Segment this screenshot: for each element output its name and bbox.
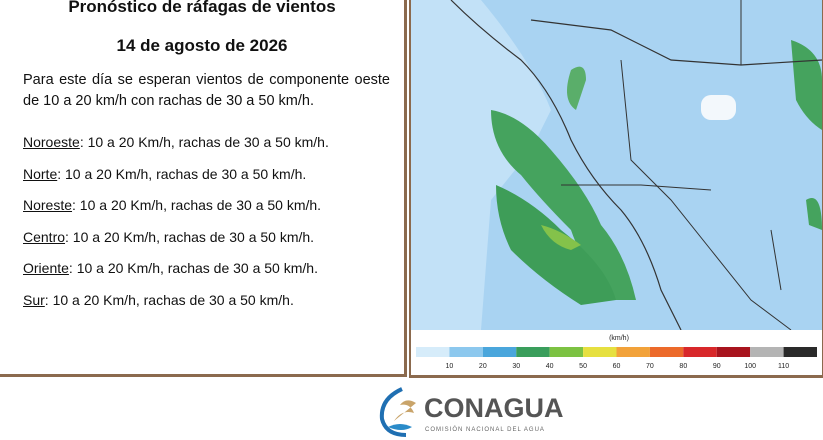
logo-icon [379,387,407,437]
legend-swatch [416,347,450,357]
title: Pronóstico de ráfagas de vientos [68,0,336,16]
region: Centro: 10 a 20 Km/h, rachas de 30 a 50 … [23,229,314,245]
map-frame: (km/h) 10 20 30 40 50 60 70 80 90 100 110 [409,0,823,378]
logo-icon [388,424,412,430]
wind-area [541,225,581,250]
legend-label: 60 [613,363,621,370]
legend-unit: (km/h) [609,335,629,342]
legend-swatch [683,347,717,357]
legend-swatch [649,347,684,357]
calm-area [701,95,736,120]
region-text: : 10 a 20 Km/h, rachas de 30 a 50 km/h. [65,228,315,245]
legend-label: 100 [744,363,756,370]
region-text: : 10 a 20 Km/h, rachas de 30 a 50 km/h. [44,291,294,308]
ocean-area [411,0,551,330]
legend-swatch [750,347,784,357]
region-text: : 10 a 20 Km/h, rachas de 30 a 50 km/h. [72,197,322,213]
region-text: : 10 a 20 Km/h, rachas de 30 a 50 km/h. [68,260,318,276]
region-name: Noreste [23,197,73,213]
legend-swatch [616,347,650,357]
legend-label: 70 [646,363,654,370]
legend-swatch [783,347,817,357]
region: Oriente: 10 a 20 Km/h, rachas de 30 a 50… [23,260,318,276]
region-text: : 10 a 20 Km/h, rachas de 30 a 50 km/h. [57,165,307,182]
region-text: : 10 a 20 Km/h, rachas de 30 a 50 km/h. [79,134,329,150]
wind-area [791,40,822,130]
legend-label: 40 [546,363,554,370]
region: Noroeste: 10 a 20 Km/h, rachas de 30 a 5… [23,134,329,150]
legend-swatch [716,347,751,357]
region: Noreste: 10 a 20 Km/h, rachas de 30 a 50… [23,197,321,213]
legend-label: 20 [479,363,487,370]
border-line [450,0,682,331]
logo-subtitle: COMISIÓN NACIONAL DEL AGUA [425,426,545,433]
legend-swatch [583,347,617,357]
legend-label: 80 [679,363,687,370]
legend-label: 50 [579,363,587,370]
border-line [530,19,822,66]
wind-area [567,66,586,110]
legend-swatch [516,347,550,357]
legend: 10 20 30 40 50 60 70 80 90 100 110 [416,347,817,370]
wind-area [491,110,636,300]
logo-name: CONAGUA [424,393,564,423]
border-line [620,0,792,331]
region-name: Norte [23,165,58,182]
legend-label: 110 [778,363,789,370]
region: Norte: 10 a 20 Km/h, rachas de 30 a 50 k… [23,166,306,182]
legend-label: 30 [512,363,520,370]
region-name: Centro [23,228,66,245]
wind-area [806,198,822,230]
legend-label: 10 [446,363,454,370]
region: Sur: 10 a 20 Km/h, rachas de 30 a 50 km/… [23,292,294,308]
region-name: Oriente [23,260,69,276]
region-name: Noroeste [23,134,80,150]
forecast-panel: Pronóstico de ráfagas de vientos 14 de a… [0,0,407,377]
logo-icon [394,400,416,421]
border-line [561,184,782,291]
map: (km/h) 10 20 30 40 50 60 70 80 90 100 110 [411,0,822,375]
legend-swatch [482,347,517,357]
date: 14 de agosto de 2026 [116,36,288,55]
legend-label: 90 [713,363,721,370]
intro: Para este día se esperan vientos de comp… [23,72,390,109]
legend-swatch [449,347,483,357]
logo: CONAGUA COMISIÓN NACIONAL DEL AGUA [379,387,564,437]
region-name: Sur [23,291,45,308]
wind-area [496,185,616,305]
legend-swatch [549,347,584,357]
